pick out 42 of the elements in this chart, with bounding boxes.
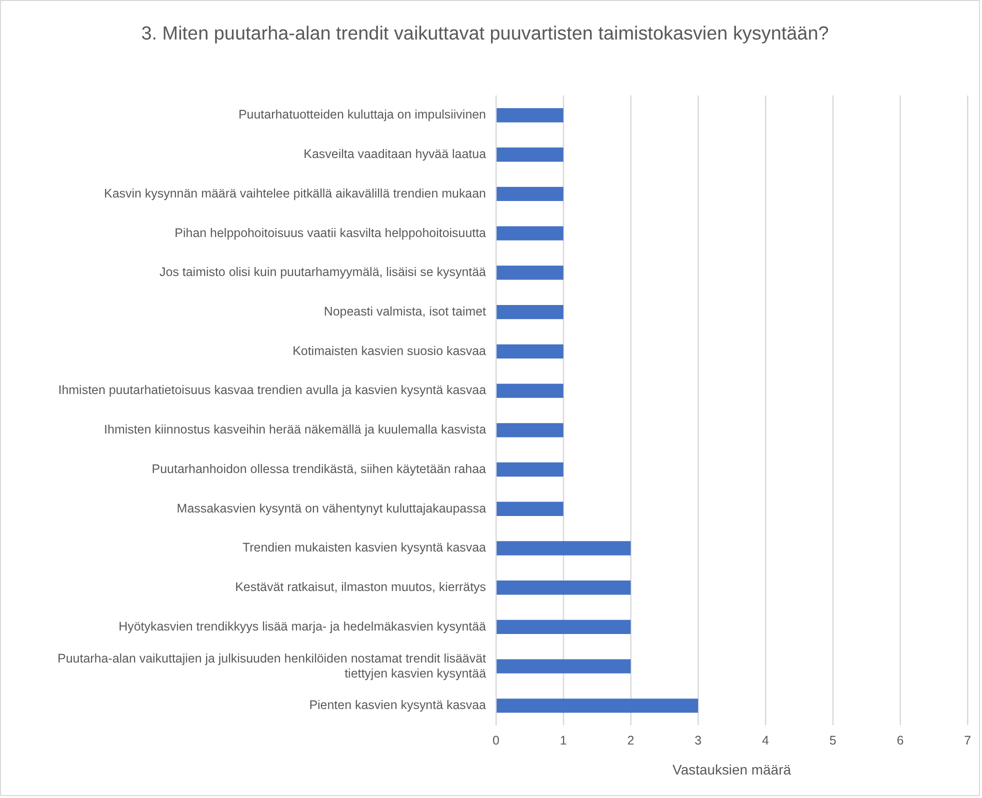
x-tick-label: 1 [560,733,567,748]
bar [496,580,631,595]
x-axis-title: Vastauksien määrä [672,762,792,778]
x-tick-label: 5 [829,733,836,748]
x-tick-label: 4 [762,733,769,748]
bar [496,462,564,477]
bar [496,659,631,674]
y-tick-label: Pienten kasvien kysyntä kasvaa [309,698,486,712]
bar [496,148,564,162]
y-tick-label: Ihmisten puutarhatietoisuus kasvaa trendien avulla ja kasvien kysyntä kasvaa [58,383,486,398]
y-tick-label: Kestävät ratkaisut, ilmaston muutos, kierrätys [235,580,486,594]
y-tick-label: Puutarhatuotteiden kuluttaja on impulsiivinen [238,108,486,122]
y-tick-label: Puutarhanhoidon ollessa trendikästä, siihen käytetään rahaa [152,462,486,476]
x-tick-label: 6 [896,733,904,748]
bar [496,384,564,398]
x-tick-label: 2 [627,733,634,748]
y-tick-label: Nopeasti valmista, isot taimet [324,304,487,319]
x-tick-label: 0 [492,733,500,748]
y-tick-label: Kotimaisten kasvien suosio kasvaa [292,344,486,358]
x-tick-label: 7 [964,733,972,748]
bar [496,304,564,320]
bar [496,698,698,713]
y-tick-label: Ihmisten kiinnostus kasveihin herää näkemällä ja kuulemalla kasvista [104,422,486,437]
chart-title: 3. Miten puutarha-alan trendit vaikuttavat puuvartisten taimistokasvien kysyntään? [141,24,829,45]
y-tick-label: Kasvin kysynnän määrä vaihtelee pitkällä aikavälillä trendien mukaan [104,186,486,200]
bar [496,541,631,556]
y-tick-label: Massakasvien kysyntä on vähentynyt kuluttajakaupassa [176,501,486,516]
y-tick-label: Kasveilta vaaditaan hyvää laatua [304,147,486,162]
bar [496,620,631,634]
bar [496,344,564,359]
y-tick-label: Hyötykasvien trendikkyys lisää marja- ja hedelmäkasvien kysyntää [118,619,486,634]
y-tick-label: Trendien mukaisten kasvien kysyntä kasvaa [242,540,486,555]
bar [496,423,564,438]
bar [496,226,564,240]
bar [496,186,564,202]
bar [496,266,564,280]
y-tick-label: Puutarha-alan vaikuttajien ja julkisuuden henkilöiden nostamat trendit lisäävät tiettyjen kasvien kysyntää [58,651,487,680]
y-tick-label: Pihan helppohoitoisuus vaatii kasvilta helppohoitoisuutta [174,226,486,240]
y-tick-label: Jos taimisto olisi kuin puutarhamyymälä, lisäisi se kysyntää [160,265,486,280]
bar [496,108,564,122]
bar [496,502,564,516]
x-tick-label: 3 [694,733,702,748]
